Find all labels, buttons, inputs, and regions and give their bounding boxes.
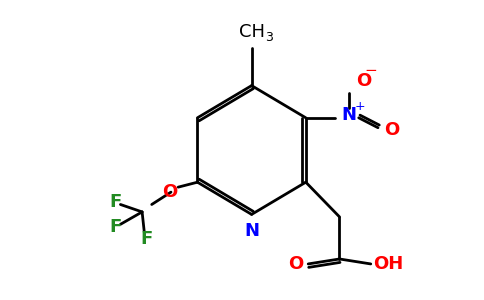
Text: O: O <box>356 72 372 90</box>
Text: O: O <box>163 183 178 201</box>
Text: OH: OH <box>373 255 404 273</box>
Text: O: O <box>384 121 399 139</box>
Text: N: N <box>244 222 259 240</box>
Text: CH: CH <box>239 23 265 41</box>
Text: N: N <box>342 106 357 124</box>
Text: O: O <box>288 255 303 273</box>
Text: −: − <box>364 63 377 78</box>
Text: F: F <box>141 230 153 248</box>
Text: 3: 3 <box>265 32 273 44</box>
Text: F: F <box>109 193 122 211</box>
Text: +: + <box>354 100 365 113</box>
Text: F: F <box>109 218 122 236</box>
